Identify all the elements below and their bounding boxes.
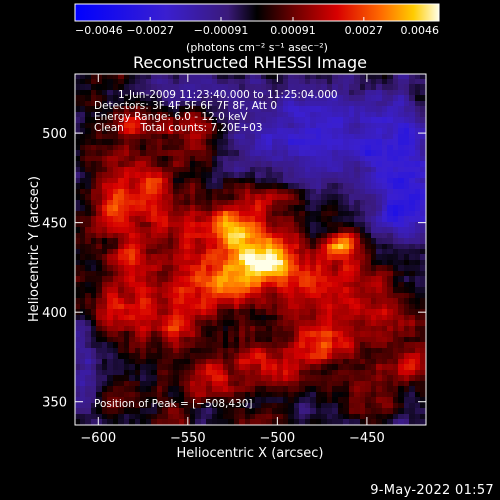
colorbar — [75, 4, 439, 21]
y-tick-label: 500 — [42, 127, 67, 142]
colorbar-frame — [74, 3, 440, 22]
colorbar-tick-label: 0.0027 — [345, 24, 384, 37]
colorbar-tick-label: 0.0046 — [401, 24, 440, 37]
x-tick-label: −500 — [260, 431, 296, 446]
colorbar-tick-label: 0.00091 — [270, 24, 316, 37]
plot-frame — [74, 73, 427, 426]
y-axis-label: Heliocentric Y (arcsec) — [27, 176, 42, 322]
x-tick-label: −550 — [170, 431, 206, 446]
footer-timestamp: 9-May-2022 01:57 — [370, 483, 494, 498]
colorbar-tick-label: −0.00091 — [194, 24, 249, 37]
image-container — [75, 74, 426, 425]
x-tick-label: −600 — [80, 431, 116, 446]
annotation-counts: Clean Total counts: 7.20E+03 — [94, 122, 263, 134]
y-tick-label: 350 — [42, 396, 67, 411]
y-axis-ticks: 350 400 450 500 — [42, 127, 426, 411]
annotation-block: 1-Jun-2009 11:23:40.000 to 11:25:04.000 … — [94, 89, 338, 134]
annotation-energy-range: Energy Range: 6.0 - 12.0 keV — [94, 111, 248, 123]
x-tick-label: −450 — [349, 431, 385, 446]
colorbar-tick-label: −0.0046 — [75, 24, 123, 37]
annotation-time-range: 1-Jun-2009 11:23:40.000 to 11:25:04.000 — [118, 89, 338, 101]
y-tick-label: 400 — [42, 306, 67, 321]
x-axis-ticks: −600 −550 −500 −450 — [80, 74, 385, 446]
annotation-detectors: Detectors: 3F 4F 5F 6F 7F 8F, Att 0 — [94, 100, 277, 112]
peak-position-label: Position of Peak = [−508,430] — [94, 398, 253, 410]
colorbar-tick-label: −0.0027 — [126, 24, 174, 37]
y-tick-label: 450 — [42, 217, 67, 232]
colorbar-unit-label: (photons cm⁻² s⁻¹ asec⁻²) — [186, 41, 328, 54]
chart-title: Reconstructed RHESSI Image — [133, 53, 367, 72]
x-axis-label: Heliocentric X (arcsec) — [177, 446, 324, 461]
colorbar-ticks: −0.0046 −0.0027 −0.00091 0.00091 0.0027 0.004… — [74, 17, 440, 37]
heatmap-image — [75, 74, 426, 425]
